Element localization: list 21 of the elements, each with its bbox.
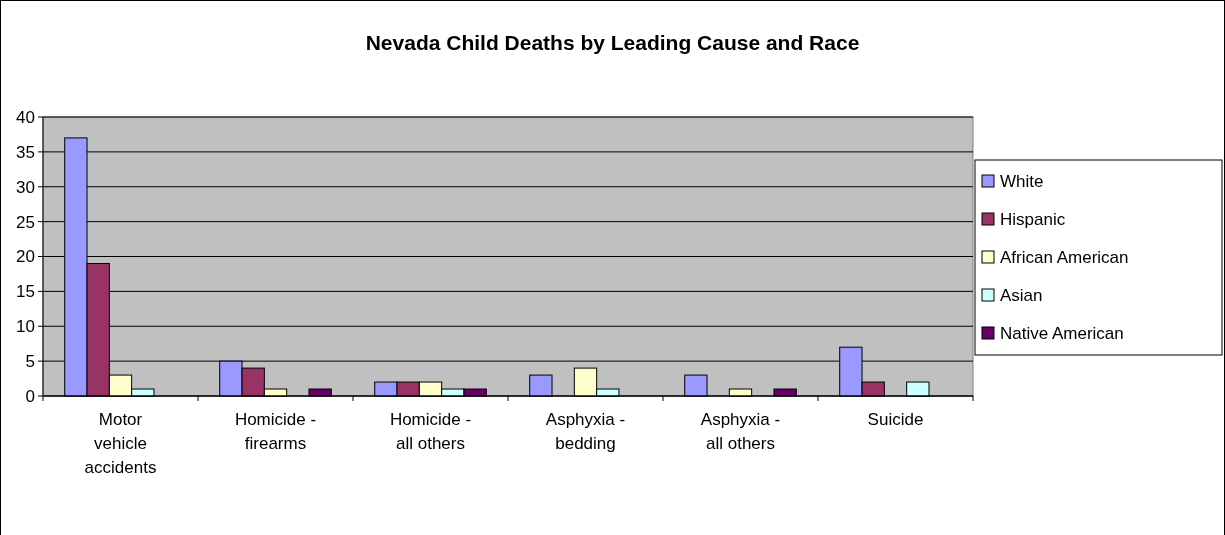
y-tick-label: 15 bbox=[16, 282, 35, 302]
y-tick-label: 10 bbox=[16, 317, 35, 337]
x-tick-label: Homicide - all others bbox=[389, 410, 472, 453]
chart-title: Nevada Child Deaths by Leading Cause and Race bbox=[365, 31, 860, 54]
x-tick-label: Motor vehicle accidents bbox=[84, 410, 157, 477]
legend-label: African American bbox=[1000, 247, 1129, 267]
y-tick-label: 0 bbox=[25, 386, 35, 406]
y-tick-label: 30 bbox=[16, 177, 35, 197]
legend-label: Hispanic bbox=[1000, 209, 1066, 229]
y-tick-label: 35 bbox=[16, 142, 35, 162]
x-tick-label: Asphyxia - all others bbox=[700, 410, 781, 453]
y-tick-label: 40 bbox=[16, 107, 35, 127]
x-tick-label: Suicide bbox=[867, 410, 924, 429]
x-tick-label: Homicide - firearms bbox=[234, 410, 317, 453]
y-tick-label: 20 bbox=[16, 247, 35, 267]
y-tick-label: 25 bbox=[16, 212, 35, 232]
x-tick-label: Asphyxia - bedding bbox=[545, 410, 626, 453]
y-tick-label: 5 bbox=[25, 352, 35, 372]
legend-label: Asian bbox=[1000, 285, 1043, 305]
legend-label: Native American bbox=[1000, 323, 1124, 343]
legend-label: White bbox=[1000, 171, 1044, 191]
